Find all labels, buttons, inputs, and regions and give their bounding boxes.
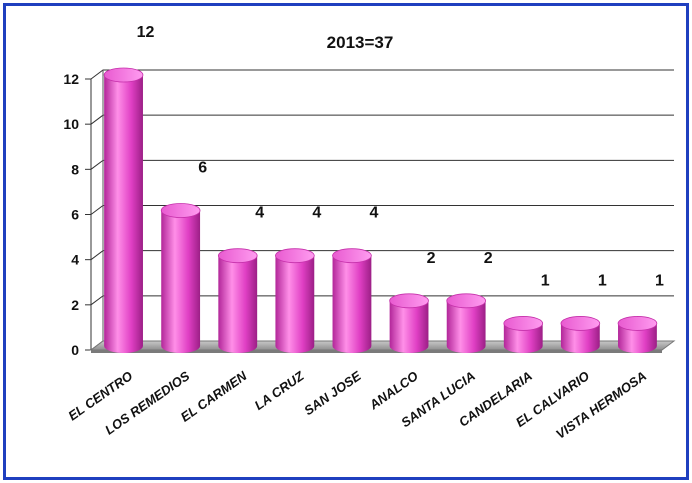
bar <box>160 203 201 353</box>
data-label: 1 <box>655 272 664 289</box>
bar-body <box>275 255 315 353</box>
bar <box>275 248 315 353</box>
data-label: 4 <box>312 205 321 222</box>
bar-top <box>217 248 258 264</box>
bar-body <box>161 210 201 353</box>
bar-top <box>160 203 201 218</box>
data-label: 1 <box>541 272 550 289</box>
data-label: 2 <box>427 250 436 267</box>
bar <box>503 316 544 353</box>
bar-top <box>560 316 601 331</box>
data-label: 4 <box>255 205 264 222</box>
y-tick-label: 2 <box>71 297 79 313</box>
bar-body <box>389 300 429 353</box>
bar-body <box>332 255 372 353</box>
bar-top <box>617 316 658 331</box>
gridline <box>90 69 674 80</box>
x-tick-label: SAN JOSE <box>301 368 364 418</box>
bar-top <box>389 293 429 309</box>
data-label: 1 <box>598 272 607 289</box>
y-tick-label: 6 <box>71 207 79 223</box>
data-label: 12 <box>137 24 155 41</box>
bar-body <box>104 75 143 353</box>
x-tick-label: LA CRUZ <box>252 368 308 413</box>
gridline <box>90 159 674 170</box>
gridline <box>90 114 674 125</box>
bar-top <box>503 316 544 331</box>
chart-frame: 0 2 4 6 8 10 12 EL CENTRO 12 LOS REMEDIOS 6 EL CARM… <box>3 3 689 480</box>
bar <box>617 316 658 353</box>
y-tick-label: 0 <box>71 342 79 358</box>
bar <box>217 248 258 353</box>
bar-top <box>275 248 315 264</box>
bar <box>332 248 372 353</box>
data-label: 6 <box>198 160 207 177</box>
bar <box>103 67 144 353</box>
bar <box>389 293 429 353</box>
y-tick-label: 4 <box>71 252 79 268</box>
bar-top <box>103 67 144 83</box>
bar-body <box>218 255 258 353</box>
y-tick-label: 12 <box>63 71 79 87</box>
data-label: 4 <box>369 205 378 222</box>
bar-body <box>446 300 486 353</box>
bar-body <box>503 323 543 353</box>
y-tick-label: 10 <box>63 116 79 132</box>
y-tick-label: 8 <box>71 161 79 177</box>
x-tick-label: ANALCO <box>366 368 421 413</box>
bar-top <box>332 248 372 264</box>
bar <box>446 293 486 353</box>
bar-body <box>618 323 657 353</box>
bar-top <box>446 293 486 309</box>
bar <box>560 316 601 353</box>
bar-body <box>560 323 600 353</box>
chart-title: 2013=37 <box>327 33 394 52</box>
data-label: 2 <box>484 250 493 267</box>
